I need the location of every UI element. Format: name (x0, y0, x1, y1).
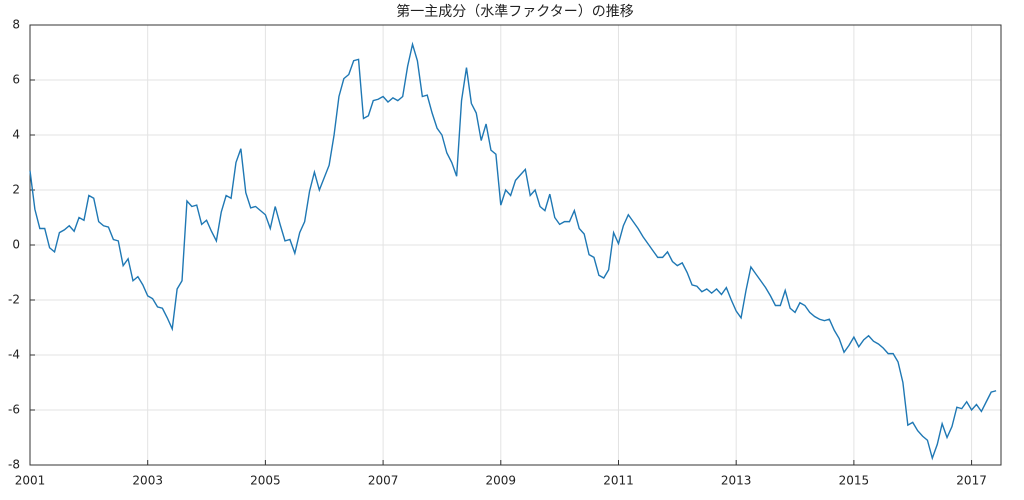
plot-frame (29, 24, 1002, 466)
chart-title: 第一主成分（水準ファクター）の推移 (396, 3, 633, 20)
y-tick-label: 4 (12, 128, 20, 142)
x-tick-label: 2013 (721, 474, 752, 488)
y-tick-label: 0 (12, 238, 20, 252)
x-tick-label: 2007 (368, 474, 399, 488)
x-tick-label: 2003 (132, 474, 163, 488)
x-tick-label: 2017 (956, 474, 987, 488)
y-tick-label: 6 (12, 73, 20, 87)
y-tick-label: 8 (12, 18, 20, 32)
x-tick-label: 2001 (15, 474, 46, 488)
x-tick-label: 2009 (486, 474, 517, 488)
y-tick-label: 2 (12, 183, 20, 197)
y-tick-label: -2 (8, 293, 20, 307)
data-line (29, 41, 997, 461)
y-tick-label: -6 (8, 403, 20, 417)
y-tick-label: -8 (8, 458, 20, 472)
y-tick-label: -4 (8, 348, 20, 362)
x-tick-label: 2011 (603, 474, 634, 488)
x-tick-label: 2015 (839, 474, 870, 488)
x-tick-label: 2005 (250, 474, 281, 488)
